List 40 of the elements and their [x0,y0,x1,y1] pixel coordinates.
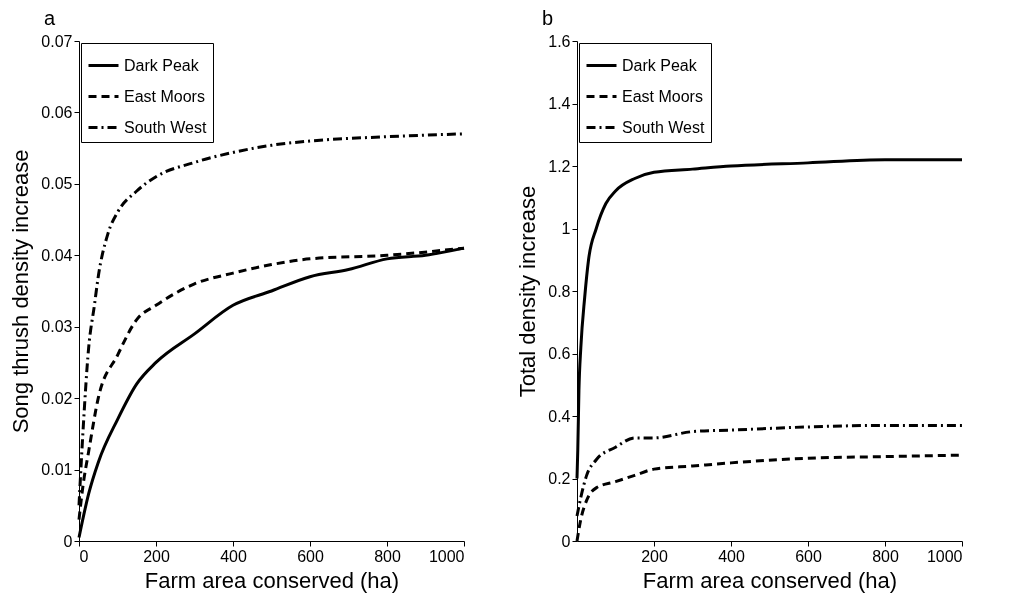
x-tick-label: 400 [220,547,247,565]
x-tick-label: 800 [872,547,899,565]
y-axis-title: Song thrush density increase [8,149,34,434]
y-axis-title: Total density increase [515,185,541,398]
y-tick-label: 0.07 [41,32,73,50]
y-tick-label: 0.6 [548,345,571,362]
x-axis-title: Farm area conserved (ha) [144,567,400,593]
legend-label: Dark Peak [124,56,200,74]
y-tick-label: 0.4 [548,407,571,425]
x-tick-label: 800 [374,547,401,565]
x-tick-label: 0 [79,547,89,565]
x-tick-label: 200 [641,547,668,565]
y-tick-label: 0.8 [548,282,571,300]
legend-label: South West [124,118,207,136]
y-tick-label: 1.2 [548,157,571,175]
y-tick-label: 0.02 [41,389,73,407]
x-tick-label: 1000 [428,547,465,565]
legend-label: East Moors [124,87,205,105]
y-tick-label: 0.04 [41,246,73,264]
x-tick-label: 400 [718,547,745,565]
x-tick-label: 200 [143,547,170,565]
legend-label: South West [622,118,705,136]
x-axis-title: Farm area conserved (ha) [642,567,898,593]
y-tick-label: 0.01 [41,461,73,479]
y-tick-label: 0.2 [548,470,571,487]
legend-label: Dark Peak [622,56,698,74]
y-tick-label: 1.4 [548,95,571,112]
chart-title: b [542,7,554,29]
y-tick-label: 0 [561,532,571,550]
y-tick-label: 1.6 [548,32,571,50]
y-tick-label: 0.06 [41,103,73,121]
legend-label: East Moors [622,87,703,105]
y-tick-label: 0.03 [41,318,73,336]
x-tick-label: 600 [795,547,822,565]
chart-title: a [44,7,56,29]
x-tick-label: 1000 [926,547,963,565]
y-tick-label: 0 [63,532,73,550]
y-tick-label: 1 [561,220,571,237]
x-tick-label: 600 [297,547,324,565]
y-tick-label: 0.05 [41,175,73,193]
